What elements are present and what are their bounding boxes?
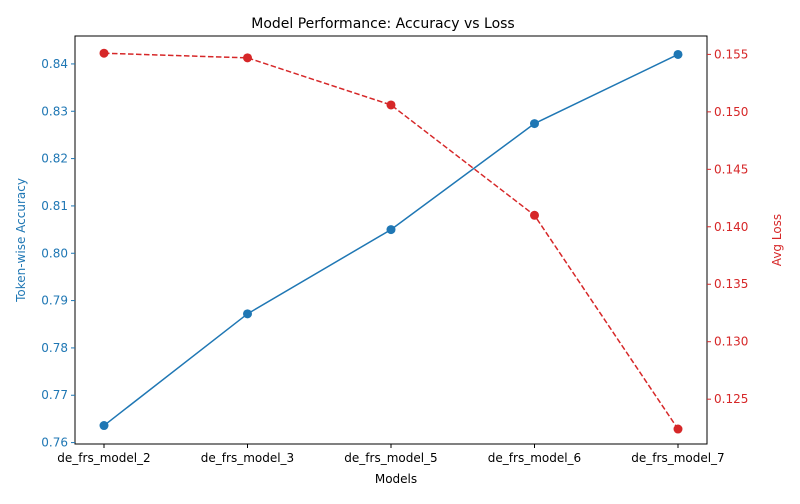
loss-point xyxy=(243,53,252,63)
y-right-tick-label: 0.135 xyxy=(714,277,748,291)
y-axis-right: 0.125 0.130 0.135 0.140 0.145 0.150 0.155 xyxy=(707,47,748,406)
accuracy-point xyxy=(673,49,683,59)
x-tick-label: de_frs_model_7 xyxy=(631,451,724,465)
loss-line xyxy=(103,52,679,430)
y-left-tick-label: 0.77 xyxy=(41,388,68,402)
y-axis-left: 0.76 0.77 0.78 0.79 0.80 0.81 0.82 0.83 0.84 xyxy=(41,57,75,450)
x-tick-label: de_frs_model_5 xyxy=(344,451,437,465)
series-layer xyxy=(99,48,683,434)
y-right-tick-label: 0.125 xyxy=(714,392,748,406)
y-axis-left-label: Token-wise Accuracy xyxy=(14,178,28,303)
loss-point xyxy=(99,48,109,58)
y-axis-right-label: Avg Loss xyxy=(770,214,784,266)
x-tick-label: de_frs_model_3 xyxy=(201,451,294,465)
y-right-tick-label: 0.140 xyxy=(714,220,748,234)
y-left-tick-label: 0.80 xyxy=(41,246,68,260)
y-right-tick-label: 0.155 xyxy=(714,47,748,61)
y-left-tick-label: 0.78 xyxy=(41,341,68,355)
y-left-tick-label: 0.82 xyxy=(41,152,68,166)
y-left-tick-label: 0.76 xyxy=(41,436,68,450)
loss-point xyxy=(386,100,396,110)
accuracy-point xyxy=(530,119,539,129)
plot-frame xyxy=(74,35,708,445)
loss-point xyxy=(673,424,683,434)
y-right-tick-label: 0.145 xyxy=(714,162,748,176)
y-left-tick-label: 0.81 xyxy=(41,199,68,213)
chart-title: Model Performance: Accuracy vs Loss xyxy=(251,16,514,32)
accuracy-line xyxy=(103,53,679,427)
plot-border xyxy=(74,35,708,445)
x-tick-label: de_frs_model_6 xyxy=(488,451,581,465)
y-left-tick-label: 0.79 xyxy=(41,294,68,308)
accuracy-point xyxy=(243,309,252,319)
accuracy-point xyxy=(99,421,109,431)
y-left-tick-label: 0.83 xyxy=(41,104,68,118)
loss-point xyxy=(530,210,539,220)
x-tick-label: de_frs_model_2 xyxy=(57,451,150,465)
accuracy-point xyxy=(386,225,396,235)
y-right-tick-label: 0.130 xyxy=(714,335,748,349)
y-right-tick-label: 0.150 xyxy=(714,105,748,119)
x-axis: de_frs_model_2 de_frs_model_3 de_frs_model… xyxy=(57,444,725,465)
x-axis-label: Models xyxy=(375,472,417,486)
y-left-tick-label: 0.84 xyxy=(41,57,68,71)
